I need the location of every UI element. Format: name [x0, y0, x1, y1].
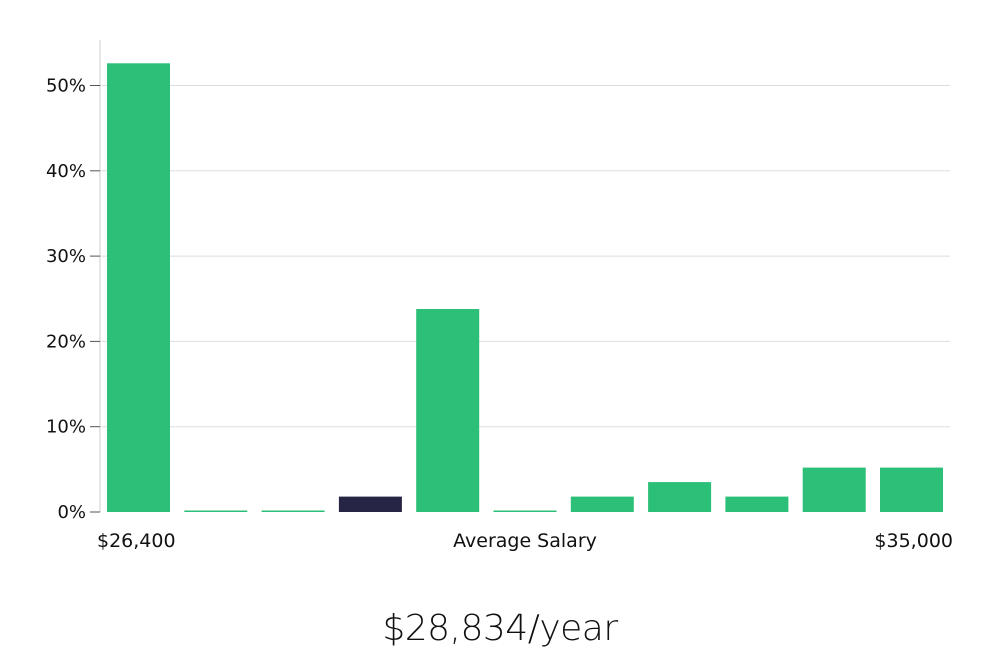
bar	[416, 309, 480, 512]
y-tick-label: 20%	[46, 331, 86, 352]
bar	[107, 63, 170, 513]
bar	[648, 482, 712, 512]
gridlines	[100, 85, 950, 428]
salary-histogram: 0% 10% 20% 30% 40% 50% $26,400 Average Salary…	[46, 40, 953, 552]
x-max-label: $35,000	[874, 530, 953, 552]
bars	[107, 63, 943, 513]
bar	[725, 496, 789, 512]
y-tick-label: 30%	[46, 246, 86, 267]
y-tick-label: 50%	[46, 76, 86, 97]
bar	[802, 467, 866, 512]
x-axis-title: Average Salary	[453, 530, 597, 552]
bar-highlighted	[338, 496, 402, 512]
bar	[570, 496, 634, 512]
bar	[493, 510, 557, 512]
bar	[880, 467, 943, 512]
x-min-label: $26,400	[97, 530, 176, 552]
average-salary-value: $28,834/year	[382, 608, 618, 649]
y-tick-label: 0%	[57, 502, 86, 523]
y-axis-ticks: 0% 10% 20% 30% 40% 50%	[46, 76, 100, 523]
y-tick-label: 10%	[46, 417, 86, 438]
y-tick-label: 40%	[46, 161, 86, 182]
bar	[261, 510, 325, 512]
bar	[184, 510, 248, 512]
